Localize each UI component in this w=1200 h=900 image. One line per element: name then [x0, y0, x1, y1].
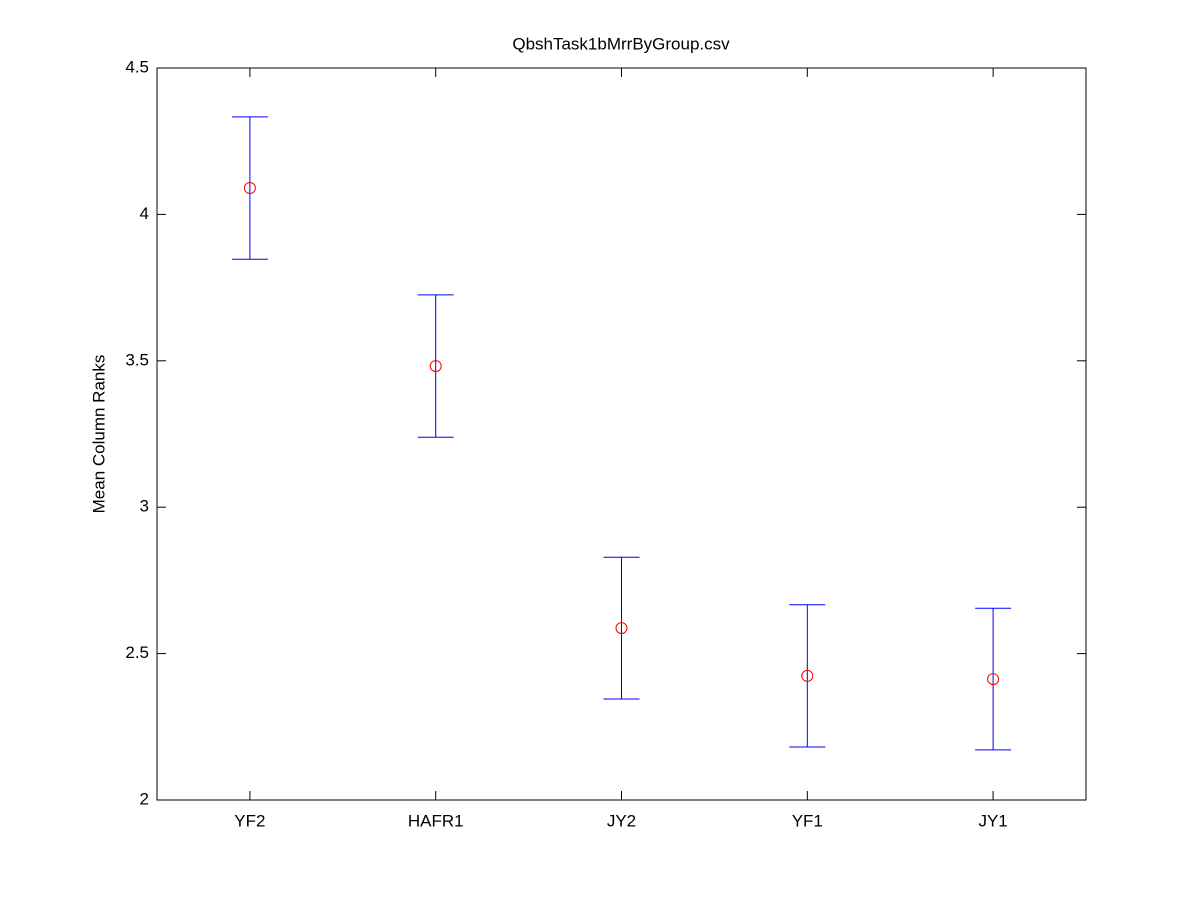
y-tick-label: 4 — [140, 204, 149, 223]
error-bar — [975, 607, 1012, 751]
mean-marker — [615, 622, 628, 635]
x-tick-label: JY1 — [978, 811, 1007, 830]
y-tick-label: 4.5 — [125, 57, 149, 76]
mean-marker — [801, 669, 814, 682]
error-bar — [231, 116, 268, 260]
x-tick-label: YF2 — [234, 811, 265, 830]
error-bar — [417, 294, 454, 438]
x-tick-label: JY2 — [607, 811, 636, 830]
y-tick-label: 2 — [140, 789, 149, 808]
chart-title: QbshTask1bMrrByGroup.csv — [512, 34, 730, 53]
x-tick-label: HAFR1 — [408, 811, 464, 830]
y-tick-label: 3 — [140, 497, 149, 516]
x-tick-label: YF1 — [792, 811, 823, 830]
mean-marker — [243, 182, 256, 195]
y-tick-label: 2.5 — [125, 643, 149, 662]
mean-marker — [987, 673, 1000, 686]
y-tick-label: 3.5 — [125, 350, 149, 369]
mean-marker — [429, 360, 442, 373]
error-bar — [603, 556, 640, 700]
y-axis-label: Mean Column Ranks — [89, 355, 108, 514]
error-bar — [789, 604, 826, 748]
